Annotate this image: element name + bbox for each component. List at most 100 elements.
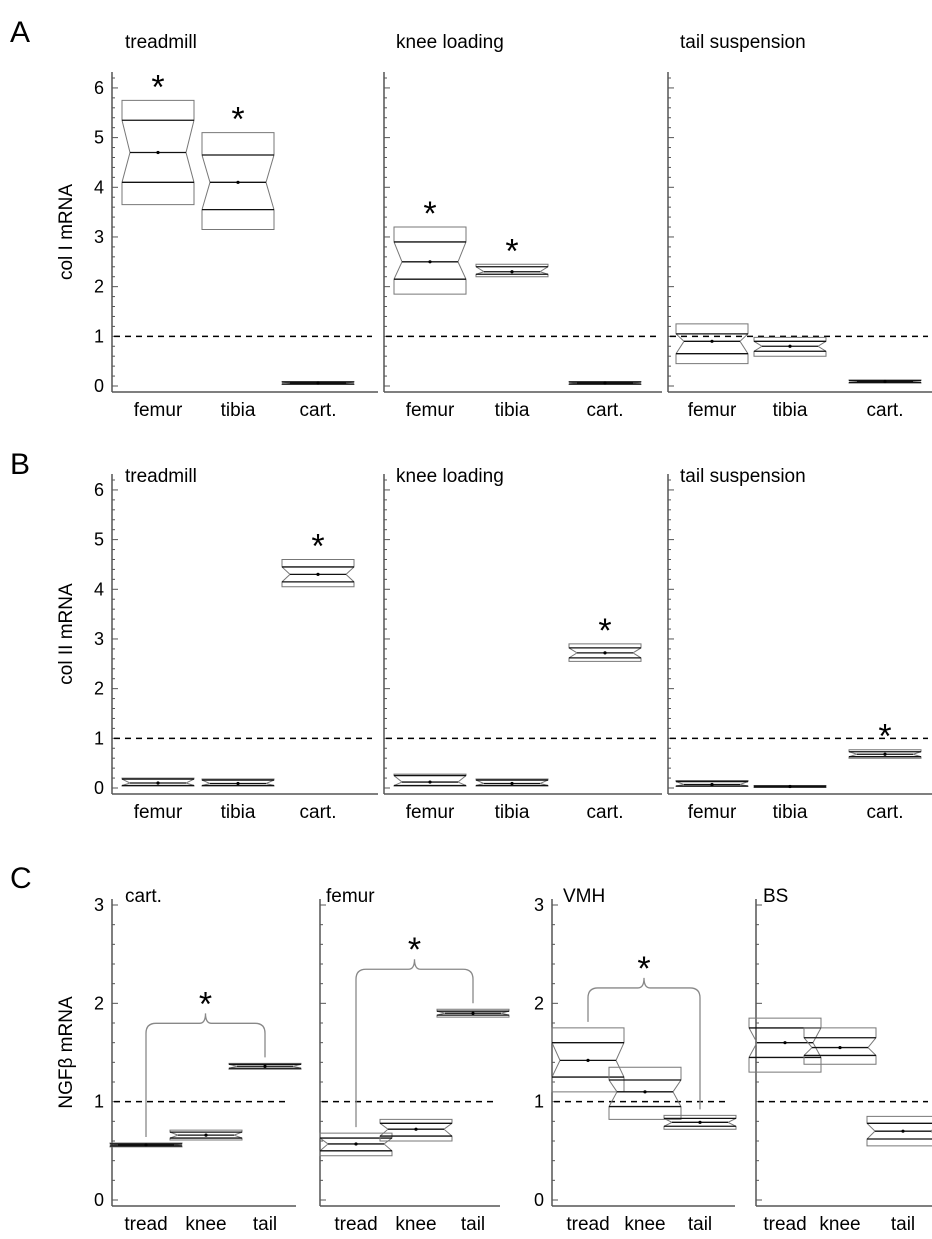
panel-letter-a: A	[10, 16, 30, 49]
box-tail	[436, 1008, 510, 1018]
bracket-significance-star: *	[408, 931, 421, 969]
box-cart.: *	[568, 612, 642, 662]
y-tick-label: 3	[94, 895, 104, 915]
x-category-label: femur	[406, 400, 455, 421]
box-mean-point	[603, 651, 607, 655]
box-mean-point	[883, 379, 887, 384]
subplot-6: tail suspension femur tibia cart. *	[667, 466, 932, 823]
box-outline	[393, 226, 467, 295]
subplot-title: BS	[763, 886, 788, 907]
box-outline	[475, 263, 549, 278]
box-knee	[169, 1129, 243, 1141]
box-mean-point	[586, 1058, 590, 1062]
box-mean-point	[236, 180, 240, 184]
box-outline	[848, 749, 922, 759]
subplot-title: tail suspension	[680, 32, 806, 53]
box-mean-point	[710, 339, 714, 343]
box-outline	[803, 1027, 877, 1065]
box-femur	[121, 777, 195, 787]
subplot-title: VMH	[563, 886, 605, 907]
panel-letter-c: C	[10, 862, 32, 895]
x-category-label: tibia	[495, 802, 530, 823]
y-tick-label: 2	[534, 993, 544, 1013]
subplot-3: tail suspension femur tibia cart.	[667, 32, 932, 421]
x-category-label: knee	[395, 1214, 436, 1234]
box-tibia	[475, 778, 549, 787]
y-tick-label: 2	[94, 277, 104, 297]
x-category-label: tail	[461, 1214, 485, 1234]
box-mean-point	[428, 260, 432, 264]
box-outline	[753, 336, 827, 357]
significance-star: *	[505, 232, 518, 270]
x-category-label: tibia	[221, 400, 256, 421]
subplot-title: treadmill	[125, 32, 197, 53]
box-outline	[281, 558, 355, 588]
subplot-title: knee loading	[396, 466, 504, 487]
significance-bracket	[587, 977, 701, 1110]
subplot-title: knee loading	[396, 32, 504, 53]
x-category-label: tail	[688, 1214, 712, 1234]
box-mean-point	[316, 572, 320, 576]
box-femur: *	[121, 68, 195, 206]
x-category-label: femur	[134, 400, 183, 421]
box-outline	[568, 643, 642, 662]
subplot-2: knee loading femur tibia cart. * *	[383, 32, 662, 421]
box-mean-point	[643, 1090, 647, 1094]
box-cart.: *	[848, 718, 922, 759]
box-outline	[201, 132, 275, 231]
box-mean-point	[471, 1011, 475, 1015]
box-cart.	[848, 379, 922, 384]
box-mean-point	[204, 1133, 208, 1137]
x-category-label: knee	[819, 1214, 860, 1234]
x-category-label: tibia	[495, 400, 530, 421]
box-tibia: *	[201, 101, 275, 231]
box-cart.: *	[281, 527, 355, 588]
box-cart.	[568, 381, 642, 386]
bracket-significance-star: *	[637, 950, 650, 988]
y-tick-label: 3	[94, 227, 104, 247]
y-tick-label: 0	[94, 778, 104, 798]
subplot-title: treadmill	[125, 466, 197, 487]
box-tail	[228, 1062, 302, 1070]
x-category-label: tibia	[773, 400, 808, 421]
box-mean-point	[698, 1120, 702, 1124]
subplot-title: cart.	[125, 886, 162, 907]
y-tick-label: 5	[94, 128, 104, 148]
significance-star: *	[598, 612, 611, 650]
box-mean-point	[710, 782, 714, 787]
significance-star: *	[151, 68, 164, 106]
y-tick-label: 3	[94, 629, 104, 649]
significance-star: *	[423, 195, 436, 233]
y-tick-label: 6	[94, 78, 104, 98]
box-tread	[109, 1142, 183, 1148]
box-tail	[663, 1114, 737, 1130]
box-tibia	[201, 778, 275, 787]
x-category-label: cart.	[300, 400, 337, 421]
x-category-label: tread	[334, 1214, 377, 1234]
y-tick-label: 1	[94, 326, 104, 346]
box-mean-point	[883, 752, 887, 756]
box-outline	[675, 323, 749, 365]
x-category-label: knee	[185, 1214, 226, 1234]
box-knee	[379, 1118, 453, 1142]
subplot-10: BS tread knee tail	[748, 886, 932, 1235]
box-mean-point	[156, 781, 160, 785]
box-mean-point	[510, 781, 514, 786]
x-category-label: cart.	[867, 400, 904, 421]
x-category-label: tibia	[773, 802, 808, 823]
x-category-label: tread	[763, 1214, 806, 1234]
x-category-label: femur	[406, 802, 455, 823]
box-mean-point	[263, 1064, 267, 1068]
x-category-label: tread	[124, 1214, 167, 1234]
box-mean-point	[144, 1143, 148, 1147]
box-outline	[608, 1066, 682, 1120]
subplot-9: VMH 0 1 2 3 tread knee tail *	[534, 886, 737, 1235]
y-tick-label: 2	[94, 679, 104, 699]
box-femur	[675, 780, 749, 788]
box-mean-point	[414, 1127, 418, 1131]
box-tail	[866, 1115, 932, 1147]
significance-star: *	[878, 718, 891, 756]
box-mean-point	[428, 780, 432, 784]
x-category-label: cart.	[587, 400, 624, 421]
